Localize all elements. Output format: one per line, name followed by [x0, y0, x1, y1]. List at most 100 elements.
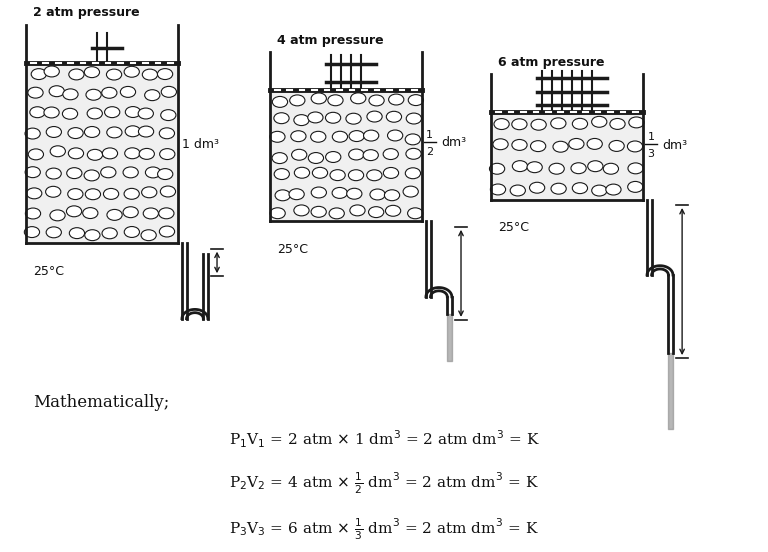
Circle shape: [326, 112, 341, 123]
Circle shape: [69, 227, 84, 238]
Circle shape: [369, 206, 384, 217]
Circle shape: [494, 119, 509, 130]
Circle shape: [609, 141, 624, 151]
Circle shape: [313, 167, 328, 178]
Circle shape: [28, 87, 43, 98]
Circle shape: [25, 208, 41, 219]
Circle shape: [363, 150, 379, 161]
Circle shape: [294, 205, 309, 216]
Circle shape: [270, 208, 285, 219]
Circle shape: [46, 168, 61, 179]
Circle shape: [311, 93, 326, 104]
Circle shape: [351, 93, 366, 104]
Circle shape: [102, 228, 118, 239]
Circle shape: [144, 90, 160, 100]
Circle shape: [571, 163, 586, 174]
Circle shape: [45, 187, 61, 197]
Circle shape: [141, 187, 157, 198]
Circle shape: [349, 169, 364, 181]
Circle shape: [31, 68, 46, 79]
Circle shape: [409, 94, 423, 105]
Polygon shape: [270, 91, 422, 221]
Circle shape: [527, 162, 542, 173]
Circle shape: [67, 168, 82, 179]
Text: 25°C: 25°C: [277, 243, 308, 256]
Text: 1 dm³: 1 dm³: [182, 137, 219, 151]
Circle shape: [289, 189, 304, 200]
Circle shape: [102, 148, 118, 159]
Circle shape: [572, 118, 588, 129]
Circle shape: [121, 87, 136, 97]
Circle shape: [104, 188, 119, 199]
Circle shape: [346, 188, 362, 199]
Circle shape: [68, 189, 83, 199]
Circle shape: [512, 161, 528, 172]
Circle shape: [50, 146, 65, 157]
Text: dm³: dm³: [662, 139, 687, 151]
Text: 3: 3: [647, 149, 654, 159]
Circle shape: [46, 126, 61, 137]
Circle shape: [326, 152, 341, 162]
Circle shape: [85, 189, 101, 200]
Circle shape: [141, 230, 156, 241]
Circle shape: [511, 140, 527, 150]
Circle shape: [383, 148, 399, 160]
Circle shape: [157, 168, 173, 179]
Circle shape: [406, 134, 420, 145]
Circle shape: [160, 148, 175, 160]
Circle shape: [25, 167, 41, 178]
Text: P$_3$V$_3$ = 6 atm $\times$ $\frac{1}{3}$ dm$^3$ = 2 atm dm$^3$ = K: P$_3$V$_3$ = 6 atm $\times$ $\frac{1}{3}…: [229, 516, 539, 542]
Circle shape: [125, 107, 141, 118]
Circle shape: [50, 210, 65, 221]
Circle shape: [333, 131, 348, 142]
Circle shape: [161, 110, 176, 120]
Circle shape: [553, 141, 568, 152]
Circle shape: [349, 149, 364, 160]
Circle shape: [591, 116, 607, 128]
Circle shape: [588, 161, 603, 172]
Circle shape: [104, 107, 120, 118]
Circle shape: [44, 107, 59, 118]
Circle shape: [46, 227, 61, 238]
Circle shape: [610, 119, 625, 129]
Circle shape: [44, 66, 59, 77]
Circle shape: [551, 118, 566, 129]
Circle shape: [389, 94, 404, 105]
Circle shape: [294, 167, 310, 178]
Text: 25°C: 25°C: [498, 221, 529, 235]
Circle shape: [572, 183, 588, 194]
Text: dm³: dm³: [441, 136, 466, 150]
Circle shape: [386, 112, 402, 122]
Circle shape: [489, 163, 505, 174]
Circle shape: [101, 167, 116, 178]
Circle shape: [28, 149, 44, 160]
Circle shape: [587, 139, 602, 150]
Circle shape: [275, 190, 290, 201]
Circle shape: [386, 205, 401, 216]
Circle shape: [549, 163, 564, 174]
Circle shape: [511, 119, 527, 130]
Circle shape: [329, 208, 344, 219]
Circle shape: [272, 153, 287, 163]
Circle shape: [606, 184, 621, 195]
Circle shape: [529, 182, 545, 193]
Circle shape: [27, 188, 41, 199]
Circle shape: [270, 131, 285, 142]
Circle shape: [138, 126, 154, 137]
Circle shape: [124, 226, 140, 237]
Circle shape: [49, 86, 65, 97]
Circle shape: [62, 108, 78, 119]
Circle shape: [366, 170, 382, 181]
Circle shape: [403, 186, 419, 197]
Circle shape: [346, 113, 361, 124]
Circle shape: [160, 226, 174, 237]
Circle shape: [84, 67, 100, 78]
Circle shape: [68, 128, 83, 139]
Circle shape: [161, 86, 177, 97]
Circle shape: [551, 183, 566, 194]
Circle shape: [628, 163, 644, 174]
Circle shape: [311, 187, 326, 198]
Circle shape: [493, 139, 508, 150]
Circle shape: [531, 141, 546, 152]
Circle shape: [328, 95, 343, 106]
